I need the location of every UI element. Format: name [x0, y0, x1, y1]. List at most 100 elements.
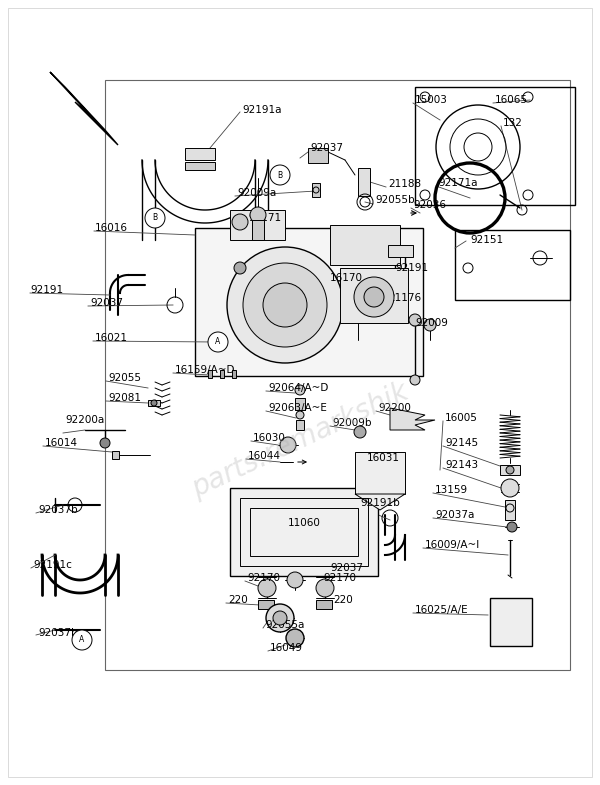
Bar — [358, 168, 370, 196]
Text: 15003: 15003 — [415, 95, 448, 105]
Bar — [500, 465, 520, 475]
Circle shape — [234, 262, 246, 274]
Bar — [105, 80, 570, 670]
Polygon shape — [390, 408, 435, 430]
Text: 11060: 11060 — [288, 518, 321, 528]
Circle shape — [354, 426, 366, 438]
Bar — [505, 500, 515, 520]
Text: parts.remarkshik: parts.remarkshik — [187, 378, 413, 502]
Bar — [490, 598, 532, 646]
Circle shape — [424, 319, 436, 331]
Circle shape — [151, 400, 157, 406]
Text: 21188: 21188 — [388, 179, 421, 189]
Bar — [312, 183, 320, 197]
Bar — [455, 230, 570, 300]
Text: 16049: 16049 — [270, 643, 303, 653]
Bar — [240, 498, 368, 566]
Text: 92037b: 92037b — [38, 505, 77, 515]
Text: 92037: 92037 — [310, 143, 343, 153]
Text: 92143: 92143 — [445, 460, 478, 470]
Circle shape — [409, 314, 421, 326]
Text: 92063/A~E: 92063/A~E — [268, 403, 327, 413]
Circle shape — [364, 287, 384, 307]
Text: 16025/A/E: 16025/A/E — [415, 605, 469, 615]
Text: 16044: 16044 — [248, 451, 281, 461]
Circle shape — [270, 165, 290, 185]
Circle shape — [316, 579, 334, 597]
Bar — [252, 220, 264, 240]
Bar — [316, 600, 332, 609]
Circle shape — [145, 208, 165, 228]
Text: 92191a: 92191a — [242, 105, 281, 115]
Bar — [208, 370, 212, 378]
Text: 16016: 16016 — [95, 223, 128, 233]
Text: B: B — [152, 214, 158, 222]
Text: 92171a: 92171a — [438, 178, 478, 188]
Text: 92191c: 92191c — [33, 560, 72, 570]
Text: 92191: 92191 — [395, 263, 428, 273]
Text: 92055a: 92055a — [265, 620, 304, 630]
Text: 16014: 16014 — [45, 438, 78, 448]
Bar — [308, 148, 328, 163]
Circle shape — [506, 466, 514, 474]
Circle shape — [263, 283, 307, 327]
Circle shape — [243, 263, 327, 347]
Text: 92151: 92151 — [470, 235, 503, 245]
Circle shape — [250, 207, 266, 223]
Bar — [230, 210, 285, 240]
Polygon shape — [355, 494, 405, 510]
Bar — [230, 488, 378, 576]
Bar — [388, 245, 413, 257]
Text: 92055b: 92055b — [375, 195, 415, 205]
Text: A: A — [79, 636, 85, 644]
Text: 16005: 16005 — [445, 413, 478, 423]
Text: 16170: 16170 — [330, 273, 363, 283]
Text: 92171: 92171 — [248, 213, 281, 223]
Text: 92009a: 92009a — [237, 188, 276, 198]
Text: 92037a: 92037a — [435, 510, 475, 520]
Text: 16030: 16030 — [253, 433, 286, 443]
Text: 16065: 16065 — [495, 95, 528, 105]
Text: 92200: 92200 — [378, 403, 411, 413]
Bar — [112, 451, 119, 459]
Text: 92145: 92145 — [445, 438, 478, 448]
Bar — [250, 508, 358, 556]
Text: 92191b: 92191b — [360, 498, 400, 508]
Bar — [296, 420, 304, 430]
Text: 16159/A~D: 16159/A~D — [175, 365, 235, 375]
Text: 92009: 92009 — [415, 318, 448, 328]
Circle shape — [258, 579, 276, 597]
Bar — [148, 400, 160, 406]
Text: 92055: 92055 — [108, 373, 141, 383]
Text: 220: 220 — [333, 595, 353, 605]
Circle shape — [287, 572, 303, 588]
Text: 220: 220 — [228, 595, 248, 605]
Text: 92191: 92191 — [30, 285, 63, 295]
Text: 16031: 16031 — [367, 453, 400, 463]
Circle shape — [354, 277, 394, 317]
Text: 92200a: 92200a — [65, 415, 104, 425]
Bar — [185, 162, 215, 170]
Text: 16021: 16021 — [95, 333, 128, 343]
Circle shape — [280, 437, 296, 453]
Circle shape — [208, 332, 228, 352]
Circle shape — [227, 247, 343, 363]
Text: B: B — [277, 170, 283, 180]
Text: 92009b: 92009b — [332, 418, 371, 428]
Text: A: A — [215, 338, 221, 346]
Circle shape — [501, 479, 519, 497]
Text: 92037b: 92037b — [38, 628, 77, 638]
Circle shape — [296, 411, 304, 419]
Text: 13159: 13159 — [435, 485, 468, 495]
Text: 92037: 92037 — [258, 303, 291, 313]
Circle shape — [410, 375, 420, 385]
Bar — [195, 228, 423, 376]
Text: 21176: 21176 — [388, 293, 421, 303]
Bar — [258, 600, 274, 609]
Bar — [355, 452, 405, 494]
Bar — [185, 148, 215, 160]
Text: 92081: 92081 — [108, 393, 141, 403]
Circle shape — [273, 611, 287, 625]
Circle shape — [266, 604, 294, 632]
Text: 92037: 92037 — [330, 563, 363, 573]
